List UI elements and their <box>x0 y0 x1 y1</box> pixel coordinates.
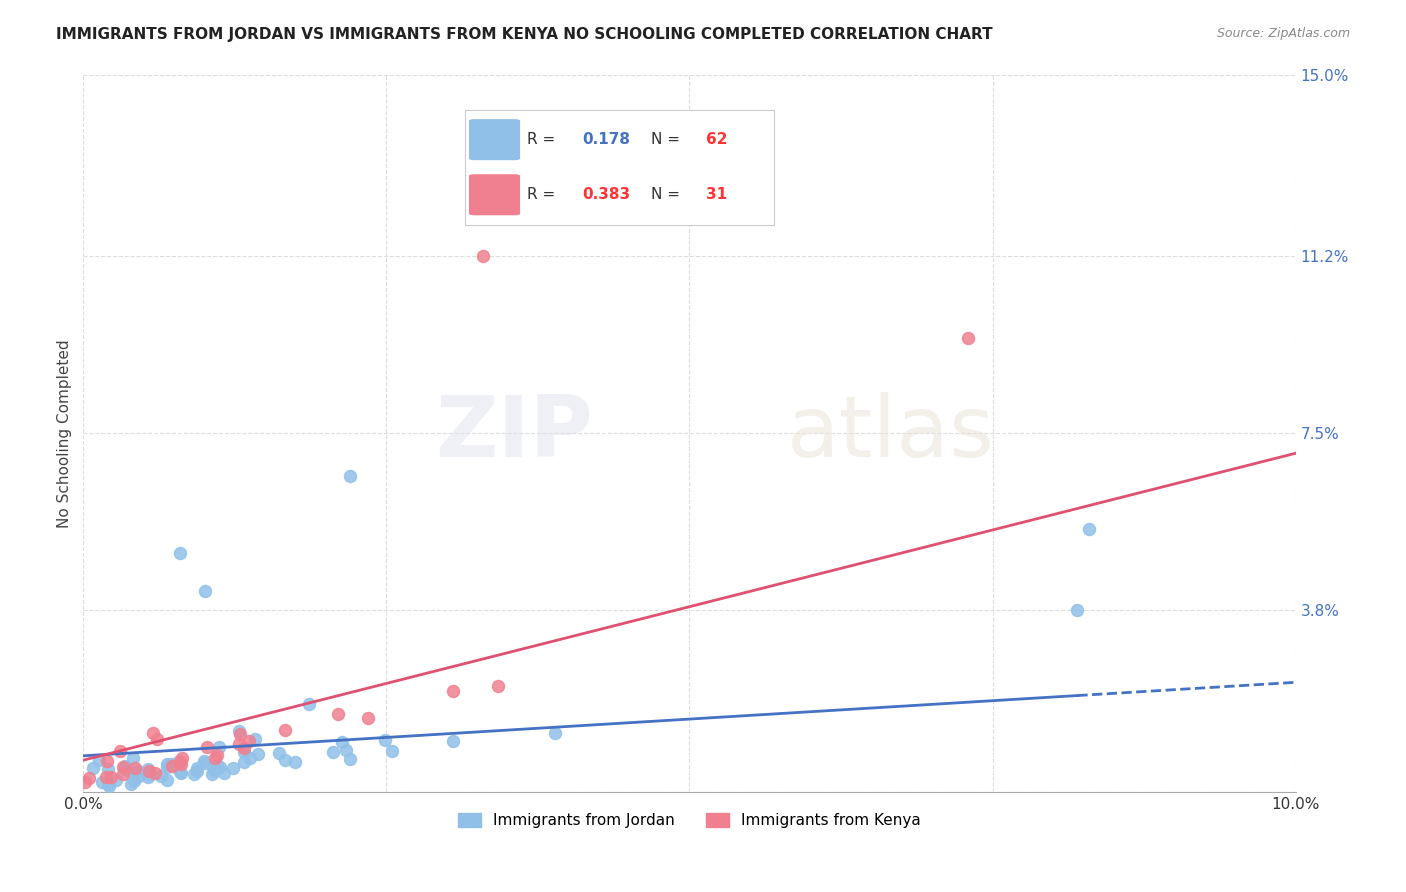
Point <box>238 734 260 748</box>
Point <box>122 773 145 788</box>
Point <box>208 760 231 774</box>
Point <box>112 760 135 774</box>
Point <box>193 584 215 599</box>
Point <box>115 764 138 778</box>
Point <box>193 754 215 768</box>
Point <box>156 772 179 787</box>
Point <box>204 763 226 777</box>
Point <box>108 744 131 758</box>
Point <box>228 723 250 738</box>
Point <box>205 757 228 772</box>
Point <box>128 769 150 783</box>
Point <box>82 761 104 775</box>
Y-axis label: No Schooling Completed: No Schooling Completed <box>58 339 72 527</box>
Point <box>100 770 122 784</box>
Point <box>104 773 127 788</box>
Point <box>208 740 231 755</box>
Point <box>170 766 193 780</box>
Point <box>162 759 184 773</box>
Point <box>229 727 252 741</box>
Point <box>1066 603 1088 617</box>
Point <box>127 764 149 778</box>
Point <box>374 733 396 747</box>
Point <box>339 469 361 483</box>
Point <box>194 756 217 771</box>
Point <box>330 735 353 749</box>
Point <box>243 731 266 746</box>
Point <box>233 745 256 759</box>
Point <box>183 767 205 781</box>
Point <box>120 776 142 790</box>
Point <box>138 767 160 781</box>
Text: atlas: atlas <box>786 392 994 475</box>
Point <box>205 748 228 763</box>
Text: Source: ZipAtlas.com: Source: ZipAtlas.com <box>1216 27 1350 40</box>
Point <box>96 754 118 768</box>
Point <box>169 755 191 769</box>
Point <box>274 753 297 767</box>
Point <box>170 757 193 772</box>
Point <box>143 765 166 780</box>
Point <box>214 765 236 780</box>
Point <box>441 734 464 748</box>
Point <box>298 697 321 711</box>
Point <box>160 756 183 771</box>
Point <box>124 766 146 780</box>
Point <box>233 741 256 756</box>
Point <box>94 770 117 784</box>
Point <box>202 764 225 778</box>
Text: IMMIGRANTS FROM JORDAN VS IMMIGRANTS FROM KENYA NO SCHOOLING COMPLETED CORRELATI: IMMIGRANTS FROM JORDAN VS IMMIGRANTS FRO… <box>56 27 993 42</box>
Point <box>138 764 160 779</box>
Point <box>322 745 344 759</box>
Point <box>957 330 980 344</box>
Point <box>328 707 350 722</box>
Point <box>381 744 404 758</box>
Point <box>441 684 464 698</box>
Point <box>112 766 135 780</box>
Point <box>222 761 245 775</box>
Point <box>335 743 357 757</box>
Point <box>142 726 165 740</box>
Point <box>239 751 262 765</box>
Point <box>247 747 270 761</box>
Point <box>357 711 380 725</box>
Point <box>472 249 495 263</box>
Point <box>73 775 96 789</box>
Point <box>284 755 307 769</box>
Point <box>138 762 160 776</box>
Point <box>339 752 361 766</box>
Point <box>90 775 112 789</box>
Point <box>150 769 173 783</box>
Point <box>169 764 191 779</box>
Point <box>97 762 120 776</box>
Point <box>273 723 295 738</box>
Point <box>97 779 120 793</box>
Point <box>228 737 250 751</box>
Point <box>186 761 208 775</box>
Point <box>136 770 159 784</box>
Point <box>172 750 194 764</box>
Point <box>124 761 146 775</box>
Point <box>77 772 100 786</box>
Point <box>201 767 224 781</box>
Point <box>156 760 179 774</box>
Text: ZIP: ZIP <box>434 392 592 475</box>
Point <box>488 680 510 694</box>
Point <box>169 546 191 560</box>
Point <box>156 757 179 772</box>
Point <box>186 764 208 778</box>
Point <box>204 751 226 765</box>
Point <box>167 754 190 768</box>
Point <box>267 747 290 761</box>
Point <box>114 759 136 773</box>
Point <box>89 753 111 767</box>
Point <box>146 731 169 746</box>
Legend: Immigrants from Jordan, Immigrants from Kenya: Immigrants from Jordan, Immigrants from … <box>453 807 927 835</box>
Point <box>232 755 254 769</box>
Point <box>122 750 145 764</box>
Point <box>97 776 120 790</box>
Point <box>543 725 565 739</box>
Point <box>1078 522 1101 536</box>
Point <box>195 739 218 754</box>
